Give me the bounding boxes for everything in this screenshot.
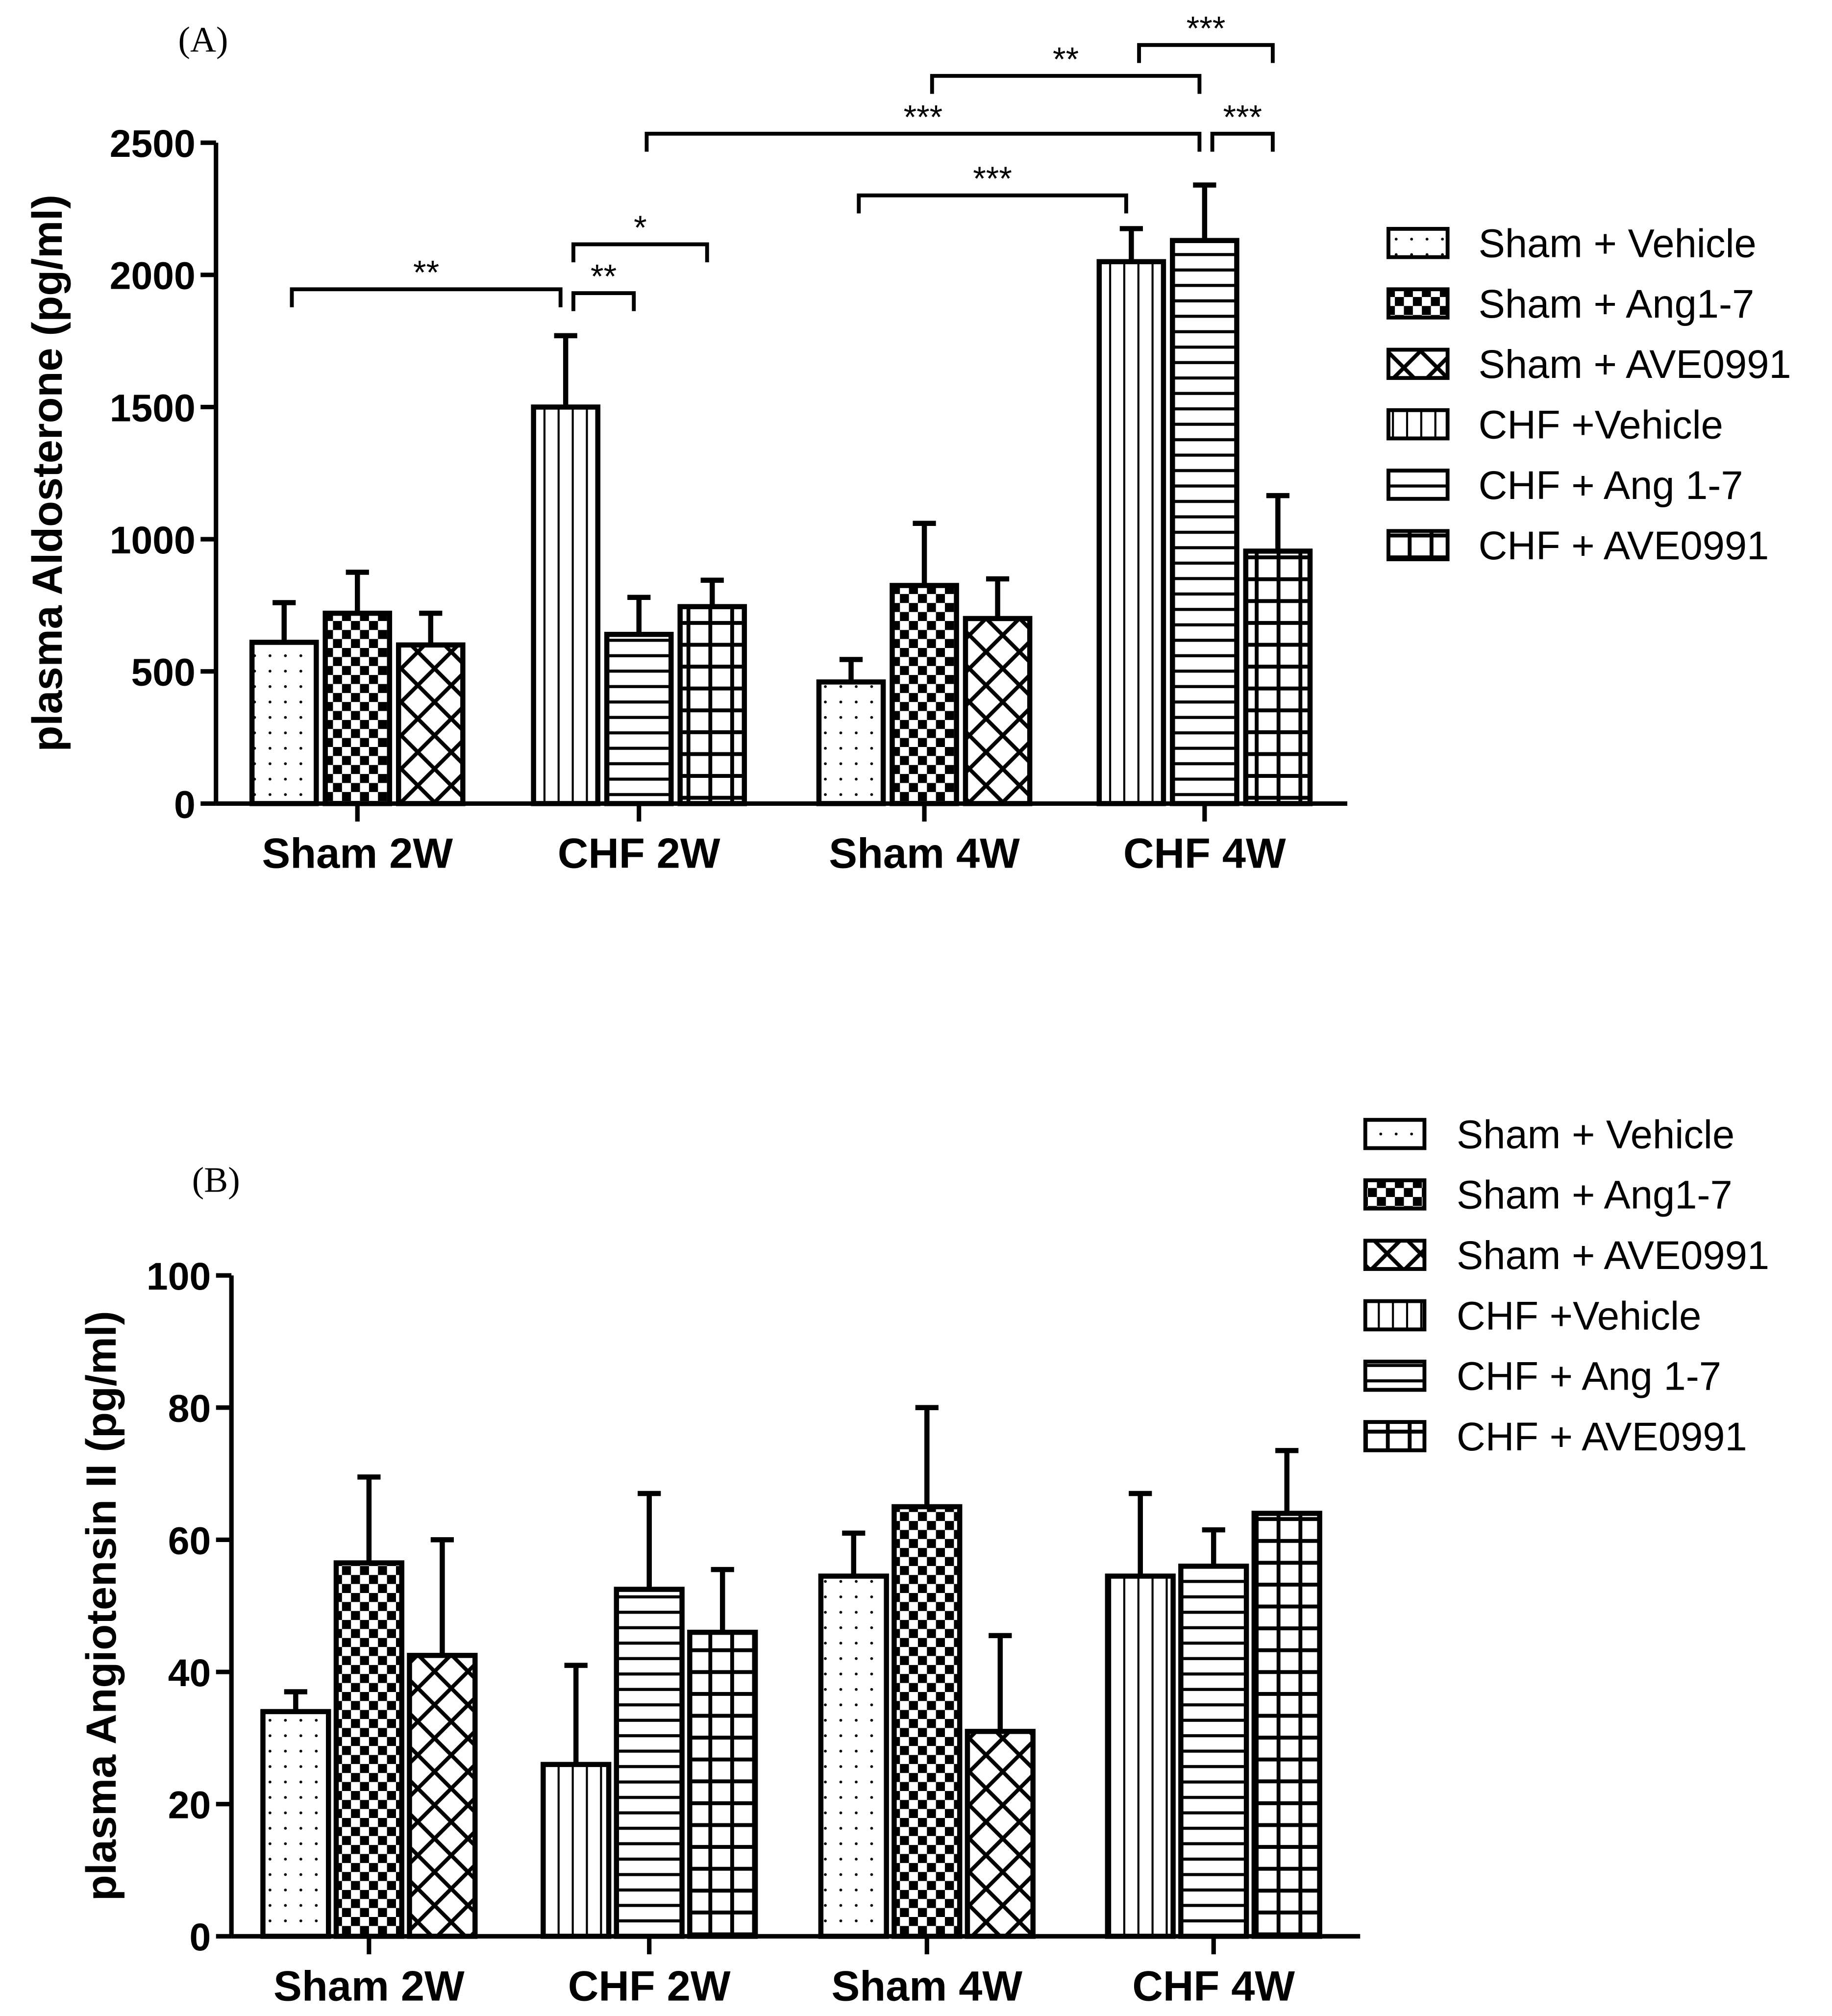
legend-label: CHF + AVE0991 bbox=[1479, 523, 1769, 568]
legend-swatch bbox=[1363, 1118, 1427, 1150]
significance-label: ** bbox=[413, 254, 439, 292]
y-tick-label: 1000 bbox=[110, 519, 196, 562]
legend-swatch bbox=[1386, 408, 1450, 441]
x-tick-label: CHF 4W bbox=[1123, 830, 1286, 877]
bar bbox=[1170, 238, 1239, 806]
significance-label: *** bbox=[973, 160, 1012, 198]
bar bbox=[963, 616, 1033, 806]
legend-label: Sham + Ang1-7 bbox=[1457, 1173, 1733, 1218]
y-tick-label: 2000 bbox=[110, 254, 196, 298]
bar bbox=[1105, 1573, 1176, 1939]
bar bbox=[260, 1709, 331, 1939]
significance-bracket bbox=[857, 193, 1128, 214]
x-tick-label: Sham 4W bbox=[829, 830, 1020, 877]
significance-bracket bbox=[644, 131, 1202, 152]
y-tick-label: 40 bbox=[168, 1651, 211, 1694]
y-tick-label: 1500 bbox=[110, 386, 196, 429]
x-tick-label: Sham 2W bbox=[262, 830, 453, 877]
y-tick-label: 0 bbox=[189, 1916, 211, 1959]
bar bbox=[396, 642, 466, 806]
y-axis-label: plasma Aldosterone (pg/ml) bbox=[24, 195, 71, 751]
legend-swatch bbox=[1386, 469, 1450, 501]
bar bbox=[687, 1629, 758, 1939]
y-axis-label: plasma Angiotensin II (pg/ml) bbox=[78, 1311, 125, 1901]
legend-swatch bbox=[1386, 226, 1450, 259]
panel-label: (B) bbox=[192, 1160, 240, 1200]
bar bbox=[818, 1573, 889, 1939]
x-tick-label: Sham 2W bbox=[273, 1963, 465, 2010]
bar bbox=[890, 583, 959, 806]
bar bbox=[541, 1762, 612, 1939]
significance-bracket bbox=[1210, 131, 1275, 152]
legend-swatch bbox=[1363, 1239, 1427, 1271]
bar bbox=[1243, 548, 1313, 806]
significance-bracket bbox=[571, 291, 636, 311]
bar bbox=[407, 1653, 478, 1939]
significance-label: *** bbox=[1223, 99, 1262, 136]
legend-label: CHF +Vehicle bbox=[1457, 1294, 1701, 1338]
legend-label: CHF + Ang 1-7 bbox=[1479, 463, 1743, 508]
legend-swatch bbox=[1363, 1359, 1427, 1392]
legend-label: Sham + AVE0991 bbox=[1457, 1233, 1769, 1278]
significance-bracket bbox=[930, 74, 1202, 94]
legend-label: CHF + AVE0991 bbox=[1457, 1415, 1747, 1459]
chart-panel-a: (A) 0 500 1000 1500 2000 2500 plasma Aldosteron… bbox=[24, 10, 1791, 877]
y-tick-label: 500 bbox=[131, 651, 195, 694]
legend-swatch bbox=[1363, 1420, 1427, 1452]
significance-bracket bbox=[571, 242, 709, 263]
significance-label: * bbox=[634, 209, 647, 247]
bar bbox=[965, 1729, 1036, 1939]
bar bbox=[816, 679, 886, 806]
legend-label: CHF +Vehicle bbox=[1479, 402, 1723, 447]
legend-swatch bbox=[1363, 1178, 1427, 1211]
x-tick-label: CHF 4W bbox=[1132, 1963, 1295, 2010]
legend-label: CHF + Ang 1-7 bbox=[1457, 1354, 1721, 1399]
legend-swatch bbox=[1363, 1299, 1427, 1332]
legend-swatch bbox=[1386, 348, 1450, 380]
legend-swatch bbox=[1386, 287, 1450, 320]
legend-label: Sham + Ang1-7 bbox=[1479, 282, 1755, 326]
y-tick-label: 80 bbox=[168, 1387, 211, 1430]
x-tick-label: CHF 2W bbox=[568, 1963, 731, 2010]
legend-label: Sham + AVE0991 bbox=[1479, 342, 1791, 387]
bar bbox=[604, 632, 674, 806]
y-tick-label: 20 bbox=[168, 1784, 211, 1827]
bar bbox=[1251, 1511, 1322, 1939]
x-tick-label: Sham 4W bbox=[832, 1963, 1023, 2010]
bar bbox=[1096, 259, 1166, 806]
bar bbox=[322, 610, 393, 806]
y-tick-label: 100 bbox=[147, 1255, 211, 1298]
bar bbox=[531, 404, 601, 806]
significance-bracket bbox=[1137, 43, 1275, 63]
significance-label: ** bbox=[591, 258, 617, 296]
significance-label: *** bbox=[904, 99, 943, 136]
significance-label: *** bbox=[1187, 10, 1226, 47]
y-tick-label: 60 bbox=[168, 1519, 211, 1562]
y-tick-label: 0 bbox=[174, 783, 196, 826]
bar bbox=[1178, 1564, 1249, 1939]
significance-bracket bbox=[290, 287, 563, 307]
bar bbox=[614, 1587, 685, 1939]
y-tick-label: 2500 bbox=[110, 122, 196, 165]
bar bbox=[891, 1504, 963, 1939]
legend-swatch bbox=[1386, 529, 1450, 561]
bar bbox=[333, 1560, 405, 1939]
legend-label: Sham + Vehicle bbox=[1479, 222, 1757, 266]
x-tick-label: CHF 2W bbox=[558, 830, 720, 877]
bar bbox=[677, 604, 747, 806]
bar bbox=[249, 640, 319, 806]
significance-label: ** bbox=[1053, 41, 1079, 78]
chart-panel-b: (B) 0 20 40 60 80 100 plasma Angiotensin II (pg… bbox=[78, 1112, 1769, 2010]
legend-label: Sham + Vehicle bbox=[1457, 1112, 1734, 1157]
panel-label: (A) bbox=[178, 20, 228, 59]
